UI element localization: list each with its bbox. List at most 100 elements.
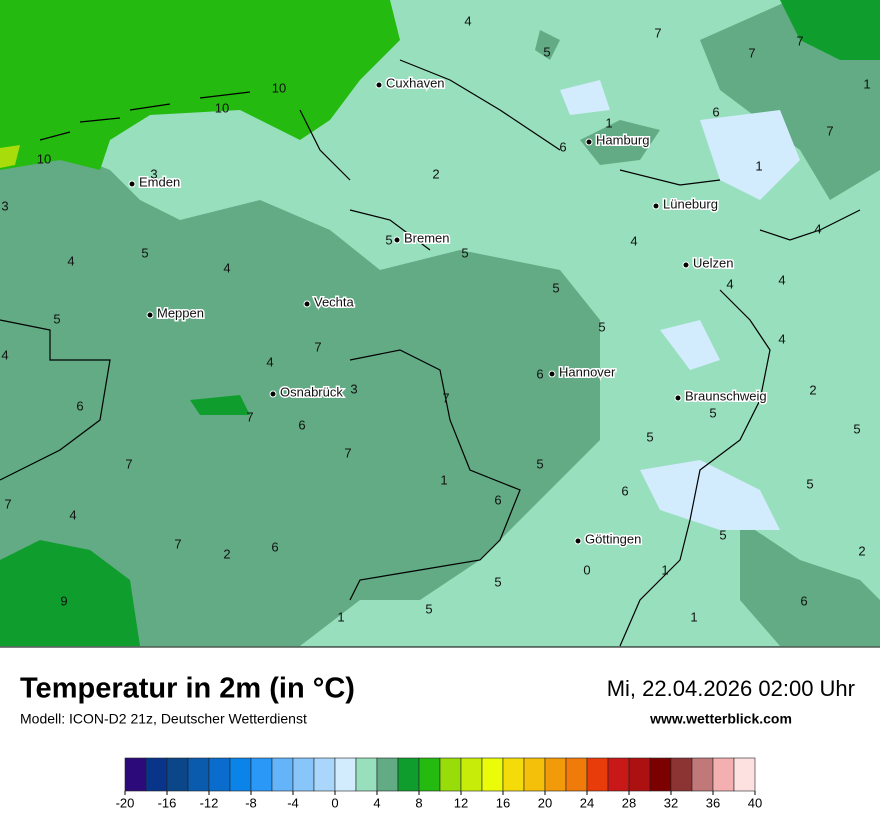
city-dot: [585, 138, 593, 146]
isoline-label: 2: [809, 382, 816, 397]
legend-swatch: [355, 757, 378, 792]
isoline-label: 6: [536, 366, 543, 381]
isoline-label: 5: [536, 456, 543, 471]
isoline-label: 2: [432, 166, 439, 181]
legend-swatch: [649, 757, 672, 792]
map: [0, 0, 880, 647]
legend-swatch: [229, 757, 252, 792]
city-dot: [146, 311, 154, 319]
isoline-label: 3: [150, 166, 157, 181]
city-label: Meppen: [157, 305, 204, 320]
isoline-label: 4: [266, 354, 273, 369]
legend-swatch: [187, 757, 210, 792]
legend-swatch: [271, 757, 294, 792]
isoline-label: 5: [494, 574, 501, 589]
legend-swatch: [712, 757, 735, 792]
city-label: Hamburg: [596, 132, 649, 147]
legend-swatch: [208, 757, 231, 792]
isoline-label: 10: [215, 100, 229, 115]
city-dot: [652, 202, 660, 210]
city-label: Uelzen: [693, 255, 733, 270]
isoline-label: 6: [559, 139, 566, 154]
legend-swatch: [145, 757, 168, 792]
isoline-label: 4: [814, 221, 821, 236]
isoline-label: 3: [350, 381, 357, 396]
legend-tick-label: 8: [415, 795, 422, 810]
city-dot: [682, 261, 690, 269]
warm-spot: [0, 145, 20, 168]
isoline-label: 1: [863, 76, 870, 91]
city-label: Osnabrück: [280, 384, 343, 399]
isoline-label: 5: [598, 319, 605, 334]
isoline-label: 7: [654, 25, 661, 40]
city-dot: [548, 370, 556, 378]
isoline-label: 7: [125, 456, 132, 471]
legend-tick-label: 20: [538, 795, 552, 810]
legend-swatch: [502, 757, 525, 792]
isoline-label: 7: [174, 536, 181, 551]
warm-region: [0, 150, 600, 646]
isoline-label: 6: [800, 593, 807, 608]
isoline-label: 4: [67, 253, 74, 268]
isoline-label: 7: [748, 45, 755, 60]
isoline-label: 6: [494, 492, 501, 507]
isoline-label: 5: [385, 232, 392, 247]
isoline-label: 5: [853, 421, 860, 436]
isoline-label: 5: [646, 429, 653, 444]
isoline-label: 7: [344, 445, 351, 460]
legend-swatch: [292, 757, 315, 792]
isoline-label: 2: [223, 546, 230, 561]
city-dot: [393, 236, 401, 244]
isoline-label: 5: [719, 527, 726, 542]
isoline-label: 4: [1, 347, 8, 362]
isoline-label: 6: [76, 398, 83, 413]
legend-tick-label: 16: [496, 795, 510, 810]
isoline-label: 4: [69, 507, 76, 522]
isoline-label: 1: [337, 609, 344, 624]
cold-region: [560, 80, 800, 530]
legend-swatch: [166, 757, 189, 792]
legend-swatch: [586, 757, 609, 792]
isoline-label: 10: [272, 80, 286, 95]
legend-tick-label: 40: [748, 795, 762, 810]
legend-swatch: [565, 757, 588, 792]
city-label: Cuxhaven: [386, 75, 445, 90]
legend-tick-label: 28: [622, 795, 636, 810]
legend-swatch: [670, 757, 693, 792]
legend-tick-label: 36: [706, 795, 720, 810]
city-dot: [375, 81, 383, 89]
legend-swatch: [418, 757, 441, 792]
subtitle: Modell: ICON-D2 21z, Deutscher Wetterdie…: [20, 711, 307, 727]
city-dot: [574, 537, 582, 545]
isoline-label: 4: [223, 260, 230, 275]
isoline-label: 1: [605, 115, 612, 130]
isoline-label: 0: [583, 562, 590, 577]
isoline-label: 7: [246, 409, 253, 424]
legend-tick-label: -12: [200, 795, 219, 810]
isoline-label: 4: [778, 272, 785, 287]
date: Mi, 22.04.2026 02:00 Uhr: [607, 676, 855, 701]
legend-swatch: [313, 757, 336, 792]
legend-swatch: [733, 757, 756, 792]
legend-swatch: [691, 757, 714, 792]
isoline-label: 1: [661, 562, 668, 577]
isoline-label: 6: [712, 104, 719, 119]
isoline-label: 5: [543, 44, 550, 59]
legend-tick-label: 0: [331, 795, 338, 810]
city-label: Emden: [139, 174, 180, 189]
legend-swatch: [376, 757, 399, 792]
sea-region: [0, 0, 400, 170]
city-label: Hannover: [559, 364, 616, 379]
legend-swatch: [607, 757, 630, 792]
isoline-label: 7: [4, 496, 11, 511]
isoline-label: 7: [826, 123, 833, 138]
isoline-label: 6: [621, 483, 628, 498]
legend-swatch: [124, 757, 147, 792]
legend-swatch: [481, 757, 504, 792]
city-label: Bremen: [404, 230, 450, 245]
mild-region: [0, 0, 880, 646]
isoline-label: 5: [461, 245, 468, 260]
isoline-label: 5: [141, 245, 148, 260]
legend-tick-label: -4: [287, 795, 299, 810]
